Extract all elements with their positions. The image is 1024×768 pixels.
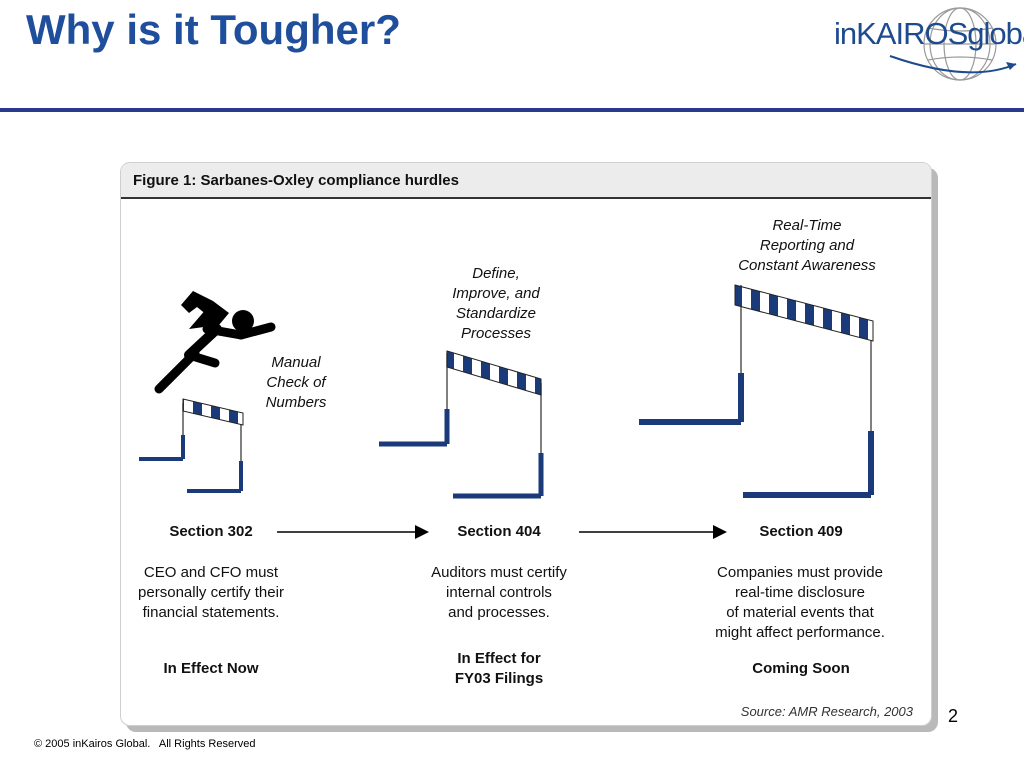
caption-line: Standardize [455, 305, 537, 322]
figure-panel: Figure 1: Sarbanes-Oxley compliance hurd… [120, 162, 932, 726]
caption-line: Real-Time [772, 217, 842, 234]
arrow-404-to-409 [579, 525, 727, 539]
status-line: Coming Soon [752, 660, 850, 677]
status-line: In Effect for [457, 650, 541, 667]
section-302-label: Section 302 [169, 523, 253, 540]
globe-icon [889, 7, 1017, 81]
description-line: of material events that [726, 604, 874, 621]
hurdler-runner-icon [154, 291, 276, 394]
arrow-302-to-404 [277, 525, 429, 539]
status-line: In Effect Now [163, 660, 259, 677]
title-rule [0, 108, 1024, 112]
hurdle-302 [139, 398, 244, 493]
caption-line: Check of [266, 374, 326, 391]
caption-404: Define, Improve, and Standardize Process… [431, 264, 561, 344]
logo-text: inKAIROSglobal [834, 16, 1024, 51]
caption-line: Numbers [265, 394, 327, 411]
section-409-label: Section 409 [759, 523, 843, 540]
description-302: CEO and CFO must personally certify thei… [121, 563, 301, 623]
figure-source: Source: AMR Research, 2003 [740, 704, 913, 719]
description-line: might affect performance. [715, 624, 885, 641]
description-line: CEO and CFO must [143, 564, 279, 581]
description-line: personally certify their [138, 584, 284, 601]
status-line: FY03 Filings [454, 670, 544, 687]
hurdle-404 [379, 350, 544, 499]
caption-line: Improve, and [452, 285, 540, 302]
status-404: In Effect for FY03 Filings [419, 649, 579, 689]
description-line: internal controls [446, 584, 552, 601]
description-line: Companies must provide [717, 564, 883, 581]
slide-title: Why is it Tougher? [26, 6, 401, 53]
company-logo: inKAIROSglobal [830, 4, 1024, 84]
description-409: Companies must provide real-time disclos… [691, 563, 909, 643]
section-404-label: Section 404 [457, 523, 541, 540]
caption-line: Constant Awareness [738, 257, 876, 274]
status-409: Coming Soon [721, 659, 881, 679]
page-number: 2 [948, 706, 959, 726]
status-302: In Effect Now [141, 659, 281, 679]
caption-302: Manual Check of Numbers [251, 353, 341, 413]
caption-409: Real-Time Reporting and Constant Awarene… [717, 216, 897, 276]
figure-header: Figure 1: Sarbanes-Oxley compliance hurd… [121, 163, 931, 199]
caption-line: Manual [271, 354, 321, 371]
description-line: real-time disclosure [734, 584, 866, 601]
description-line: and processes. [448, 604, 550, 621]
caption-line: Processes [460, 325, 532, 342]
hurdle-409 [639, 284, 874, 498]
hurdles-illustration [139, 284, 874, 539]
description-line: Auditors must certify [431, 564, 567, 581]
description-line: financial statements. [142, 604, 280, 621]
copyright-footer: © 2005 inKairos Global. All Rights Reser… [34, 738, 256, 750]
figure-title: Figure 1: Sarbanes-Oxley compliance hurd… [133, 172, 459, 189]
description-404: Auditors must certify internal controls … [409, 563, 589, 623]
caption-line: Define, [472, 265, 520, 282]
caption-line: Reporting and [759, 237, 855, 254]
